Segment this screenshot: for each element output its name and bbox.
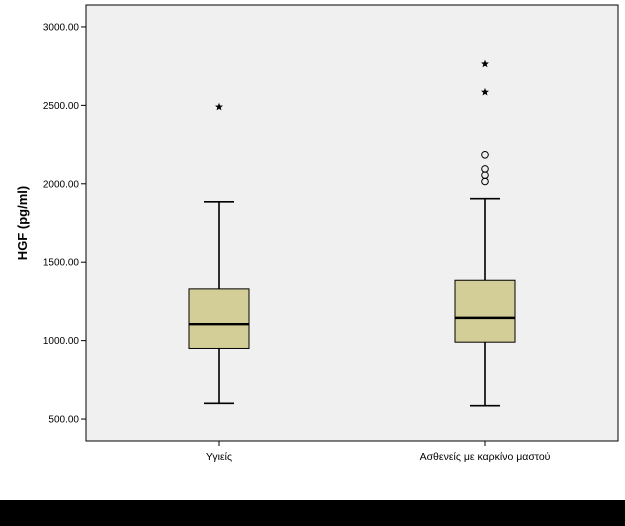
footer-band [0, 500, 625, 526]
extreme-value-star [481, 87, 489, 96]
boxplot-chart: 500.00 1000.00 1500.00 2000.00 2500.00 3000.0… [15, 4, 619, 463]
y-tick-label: 1500.00 [43, 258, 80, 269]
y-tick-label: 2000.00 [43, 179, 80, 190]
y-tick-label: 2500.00 [43, 101, 80, 112]
outlier-circle [481, 165, 489, 173]
iqr-box [188, 288, 250, 349]
extreme-value-star [481, 59, 489, 68]
y-tick-label: 1000.00 [43, 336, 80, 347]
outlier-circle [481, 150, 489, 159]
boxes [188, 59, 516, 407]
y-tick-label: 500.00 [48, 415, 79, 426]
x-axis: Υγιείς Ασθενείς με καρκίνο μαστού [206, 441, 551, 463]
plot-area [85, 4, 619, 442]
x-tick-label: Υγιείς [206, 451, 232, 463]
iqr-box [454, 279, 516, 343]
y-tick-label: 3000.00 [43, 22, 80, 33]
y-axis-label: HGF (pg/ml) [15, 186, 30, 260]
extreme-value-star [215, 102, 223, 111]
y-axis: 500.00 1000.00 1500.00 2000.00 2500.00 3000.0… [43, 22, 86, 426]
x-tick-label: Ασθενείς με καρκίνο μαστού [420, 451, 551, 463]
